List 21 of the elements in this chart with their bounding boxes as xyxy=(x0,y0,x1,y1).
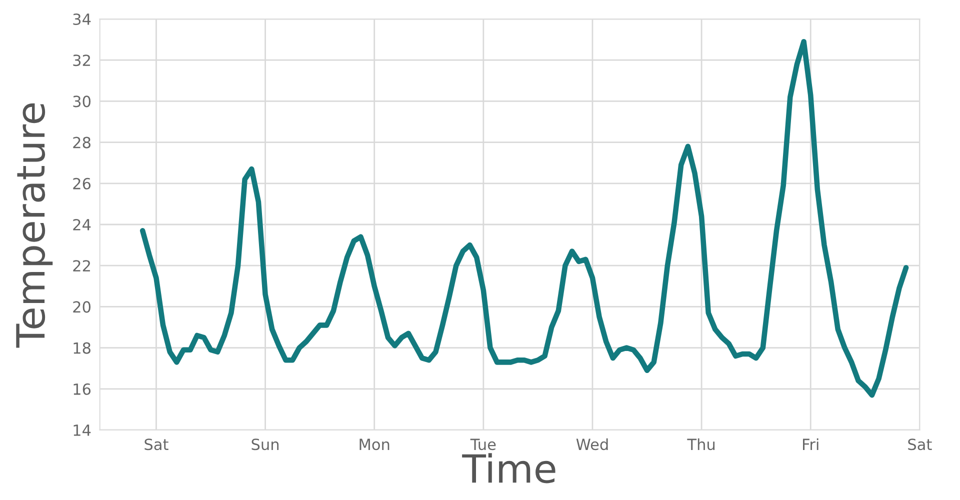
y-tick-label: 18 xyxy=(74,342,90,354)
x-tick-label: Fri xyxy=(803,438,818,450)
x-axis-title: Time xyxy=(462,453,556,484)
x-tick-label: Wed xyxy=(576,438,608,450)
y-tick-label: 34 xyxy=(73,13,91,26)
y-tick-label: 24 xyxy=(73,218,91,230)
y-tick-label: 14 xyxy=(74,424,91,436)
x-tick-label: Thu xyxy=(687,438,715,450)
x-tick-label: Sun xyxy=(252,438,279,450)
y-tick-label: 30 xyxy=(73,96,90,108)
y-tick-label: 16 xyxy=(74,383,91,395)
x-tick-label: Sat xyxy=(908,438,932,450)
y-axis-title: Temperature xyxy=(16,103,53,348)
y-tick-label: 22 xyxy=(73,260,90,272)
y-tick-label: 20 xyxy=(73,301,90,313)
y-tick-label: 26 xyxy=(73,178,91,190)
y-tick-label: 28 xyxy=(73,136,90,148)
y-tick-label: 32 xyxy=(73,54,90,66)
x-tick-label: Mon xyxy=(360,438,390,450)
x-tick-label: Sat xyxy=(144,438,168,450)
x-tick-label: Tue xyxy=(470,438,496,450)
